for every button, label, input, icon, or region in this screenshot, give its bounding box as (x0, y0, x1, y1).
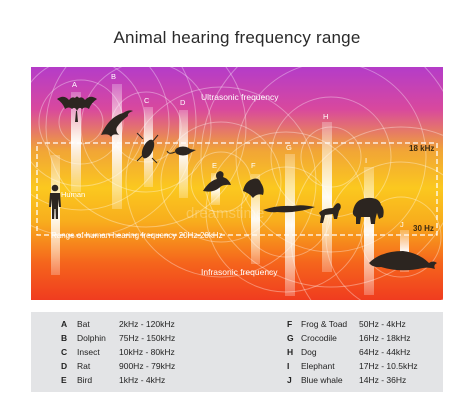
range-bar-bat (71, 92, 81, 192)
legend-letter: J (287, 375, 292, 385)
bat-icon (57, 96, 97, 122)
frequency-diagram: Ultrasonic frequency Infrasonic frequenc… (31, 67, 443, 300)
legend-animal-range: 64Hz - 44kHz (359, 347, 411, 357)
range-bar-dog (322, 122, 332, 272)
animal-letters: A B C D E F G H I J (72, 72, 404, 229)
legend-row: J Blue whale 14Hz - 36Hz (237, 373, 443, 387)
legend-animal-name: Frog & Toad (301, 319, 348, 329)
legend-letter: F (287, 319, 293, 329)
legend-row: H Dog 64Hz - 44kHz (237, 345, 443, 359)
watermark: dreamstime (186, 205, 264, 222)
legend-animal-name: Blue whale (301, 375, 343, 385)
legend-animal-name: Crocodile (301, 333, 337, 343)
frog-icon (243, 178, 264, 198)
crocodile-icon (263, 205, 315, 213)
animal-silhouettes (49, 96, 437, 271)
infrasonic-label: Infrasonic frequency (201, 267, 278, 277)
ultrasonic-label: Ultrasonic frequency (201, 92, 279, 102)
legend-animal-range: 14Hz - 36Hz (359, 375, 407, 385)
legend-letter: C (61, 347, 68, 357)
legend-animal-range: 10kHz - 80kHz (119, 347, 175, 357)
legend-animal-name: Dolphin (77, 333, 106, 343)
legend-animal-name: Insect (77, 347, 100, 357)
legend-row: B Dolphin 75Hz - 150kHz (31, 331, 237, 345)
whale-icon (369, 251, 437, 271)
legend-animal-name: Dog (301, 347, 317, 357)
legend-letter: G (287, 333, 294, 343)
legend-row: I Elephant 17Hz - 10.5kHz (237, 359, 443, 373)
range-bar-human (51, 155, 60, 275)
range-bar-whale (400, 230, 409, 272)
legend-letter: D (61, 361, 68, 371)
page-title: Animal hearing frequency range (113, 28, 361, 47)
legend-animal-range: 900Hz - 79kHz (119, 361, 176, 371)
legend-row: F Frog & Toad 50Hz - 4kHz (237, 317, 443, 331)
legend-letter: A (61, 319, 68, 329)
legend-row: C Insect 10kHz - 80kHz (31, 345, 237, 359)
legend-letter: B (61, 333, 68, 343)
range-bar-dolphin (112, 84, 122, 209)
letter-f: F (251, 161, 256, 170)
lower-limit-label: 30 Hz (413, 224, 434, 233)
letter-i: I (365, 156, 367, 165)
legend-panel: A Bat 2kHz - 120kHz B Dolphin 75Hz - 150… (31, 312, 443, 392)
diagram-canvas: Ultrasonic frequency Infrasonic frequenc… (31, 67, 443, 300)
letter-g: G (286, 143, 292, 152)
legend-row: E Bird 1kHz - 4kHz (31, 373, 237, 387)
legend-letter: E (61, 375, 67, 385)
legend-animal-range: 16Hz - 18kHz (359, 333, 411, 343)
legend-animal-name: Rat (77, 361, 91, 371)
legend-animal-name: Elephant (301, 361, 335, 371)
dog-icon (319, 203, 341, 223)
bird-icon (203, 171, 231, 192)
human-icon (49, 184, 61, 219)
range-bar-frog (251, 174, 260, 264)
human-range-label: Range of human hearing frequency 20Hz-20… (51, 231, 223, 240)
legend-letter: I (287, 361, 290, 371)
upper-limit-label: 18 kHz (409, 144, 434, 153)
rat-icon (166, 146, 196, 156)
letter-h: H (323, 112, 328, 121)
legend-animal-range: 50Hz - 4kHz (359, 319, 406, 329)
legend-animal-name: Bat (77, 319, 90, 329)
letter-b: B (111, 72, 116, 81)
letter-c: C (144, 96, 150, 105)
range-bar-elephant (364, 167, 374, 295)
legend-row: D Rat 900Hz - 79kHz (31, 359, 237, 373)
legend-row: A Bat 2kHz - 120kHz (31, 317, 237, 331)
letter-a: A (72, 80, 77, 89)
legend-animal-range: 1kHz - 4kHz (119, 375, 166, 385)
dolphin-icon (101, 110, 133, 137)
legend-row: G Crocodile 16Hz - 18kHz (237, 331, 443, 345)
human-label: Human (61, 190, 85, 199)
legend-animal-range: 75Hz - 150kHz (119, 333, 176, 343)
legend-animal-name: Bird (77, 375, 93, 385)
elephant-icon (352, 197, 384, 224)
insect-icon (136, 132, 159, 164)
letter-e: E (212, 161, 217, 170)
legend-animal-range: 17Hz - 10.5kHz (359, 361, 418, 371)
legend-animal-range: 2kHz - 120kHz (119, 319, 175, 329)
human-hearing-range-box (36, 142, 438, 236)
legend-letter: H (287, 347, 294, 357)
range-bar-crocodile (285, 154, 295, 296)
letter-j: J (400, 220, 404, 229)
letter-d: D (180, 98, 186, 107)
